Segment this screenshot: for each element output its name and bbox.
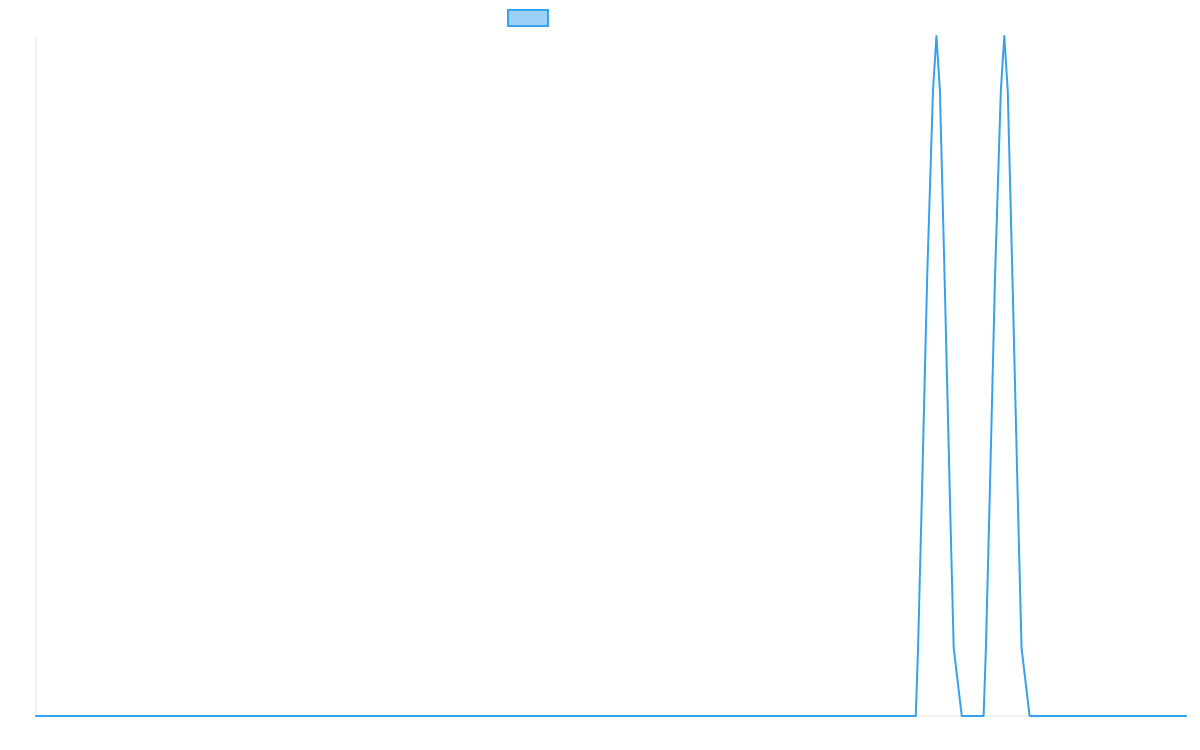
series-line (35, 35, 1187, 717)
series-group (35, 35, 1187, 717)
legend-swatch[interactable] (507, 9, 549, 27)
legend[interactable] (507, 9, 549, 27)
axes (35, 36, 1186, 717)
